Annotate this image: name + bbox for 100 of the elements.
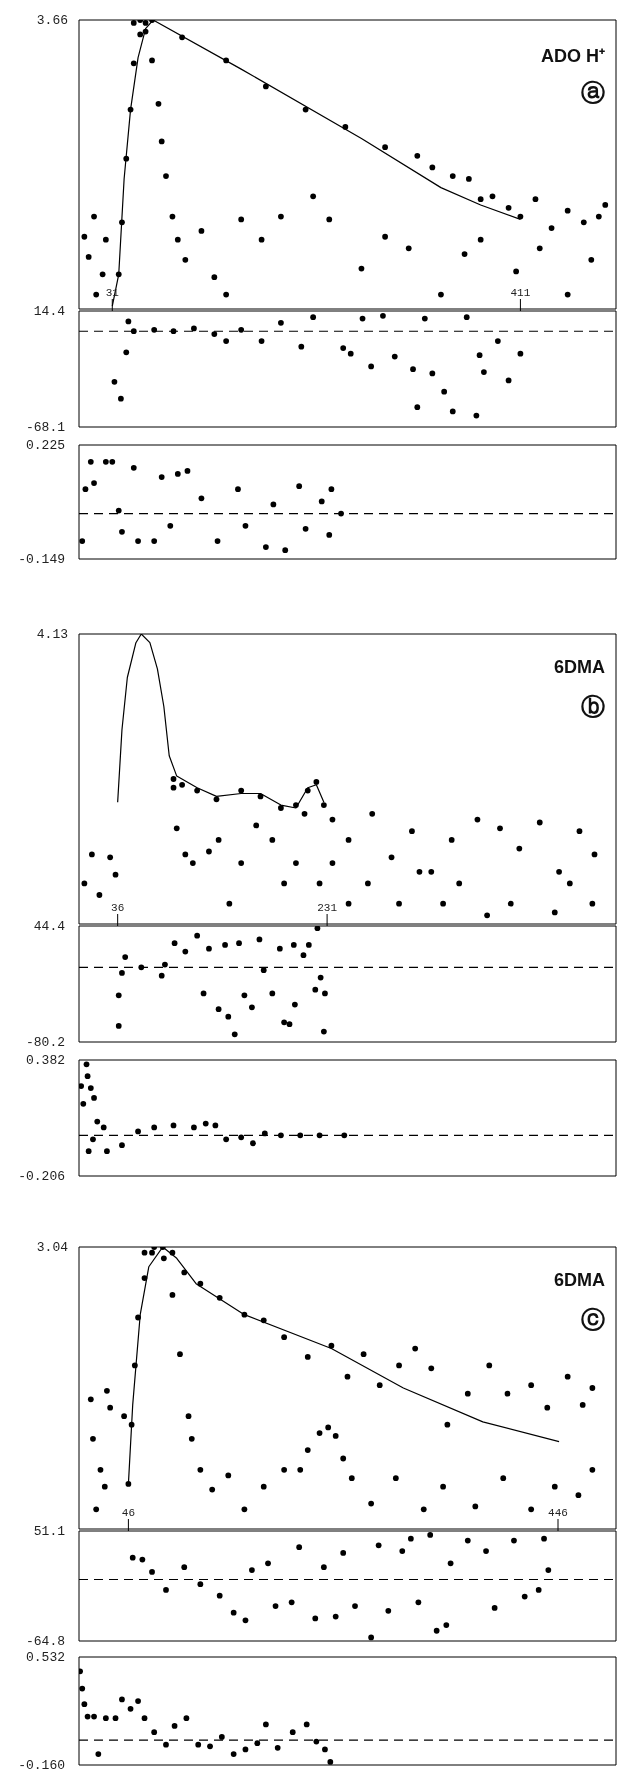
point [206,945,212,952]
point [296,1544,303,1551]
point [465,176,472,182]
point [497,825,503,832]
point [216,1294,223,1301]
point [440,900,446,907]
point [182,257,189,263]
point [326,532,333,538]
point [238,787,245,794]
y-tick-label: -0.160 [18,1758,65,1773]
point [589,1385,596,1391]
point [181,1564,188,1571]
point [340,1455,347,1462]
point [200,990,207,997]
point [127,106,134,113]
point [162,961,168,968]
point [131,1362,138,1369]
point [142,28,149,35]
point [174,236,181,243]
point [532,196,539,203]
point [93,1506,100,1513]
point [207,1743,213,1750]
point [321,1564,327,1571]
point [115,992,122,999]
point [290,942,297,948]
point [90,1435,96,1442]
point [414,404,421,411]
point [109,458,116,465]
point [388,854,395,861]
point [185,1413,192,1420]
point [260,967,267,973]
point [84,1713,91,1720]
point [396,1362,402,1369]
point [225,1472,232,1479]
point [102,236,109,243]
point [302,525,309,532]
point [340,1550,347,1556]
point [443,1622,450,1628]
point [84,1073,91,1080]
point [368,1634,374,1641]
point [288,1599,295,1606]
point [142,20,149,26]
point [171,1723,178,1729]
point [541,1535,547,1542]
point [170,1122,177,1129]
point [250,1140,256,1147]
point [115,507,122,514]
point [169,213,176,220]
point [235,486,241,493]
point [238,216,245,223]
point [149,1249,155,1256]
point [341,1132,348,1139]
point [149,1569,155,1575]
point [263,83,269,90]
point [81,1701,88,1707]
point [412,1345,419,1352]
point [128,1421,135,1428]
point [327,1759,334,1765]
point [122,954,129,960]
point [589,1466,596,1473]
point [118,395,124,402]
point [135,538,141,544]
point [151,1729,158,1736]
point [278,1132,284,1139]
point [405,245,412,252]
point [414,152,421,159]
point [151,538,158,544]
point [602,202,609,208]
point [182,851,189,858]
point [505,377,512,384]
point [276,945,283,952]
point [415,1599,422,1606]
point [429,164,436,171]
point [507,900,514,907]
point [129,1554,136,1561]
point [359,315,366,322]
point [428,1365,435,1372]
point [281,1019,288,1026]
point [448,837,455,843]
point [119,1142,125,1149]
point [464,1537,471,1544]
point [216,1592,223,1599]
point [328,1342,335,1349]
point [551,1483,558,1490]
point [241,1506,248,1513]
point [181,1269,188,1276]
point [416,868,423,875]
point [310,193,317,200]
point [125,318,132,325]
point [286,1021,293,1027]
point [253,822,260,829]
x-tick-label: 446 [548,1507,568,1519]
point [477,236,484,243]
point [209,1486,216,1493]
point [338,510,344,517]
x-tick-label: 411 [510,287,531,299]
point [171,940,178,946]
point [269,990,276,997]
point [328,486,335,493]
point [314,926,321,932]
